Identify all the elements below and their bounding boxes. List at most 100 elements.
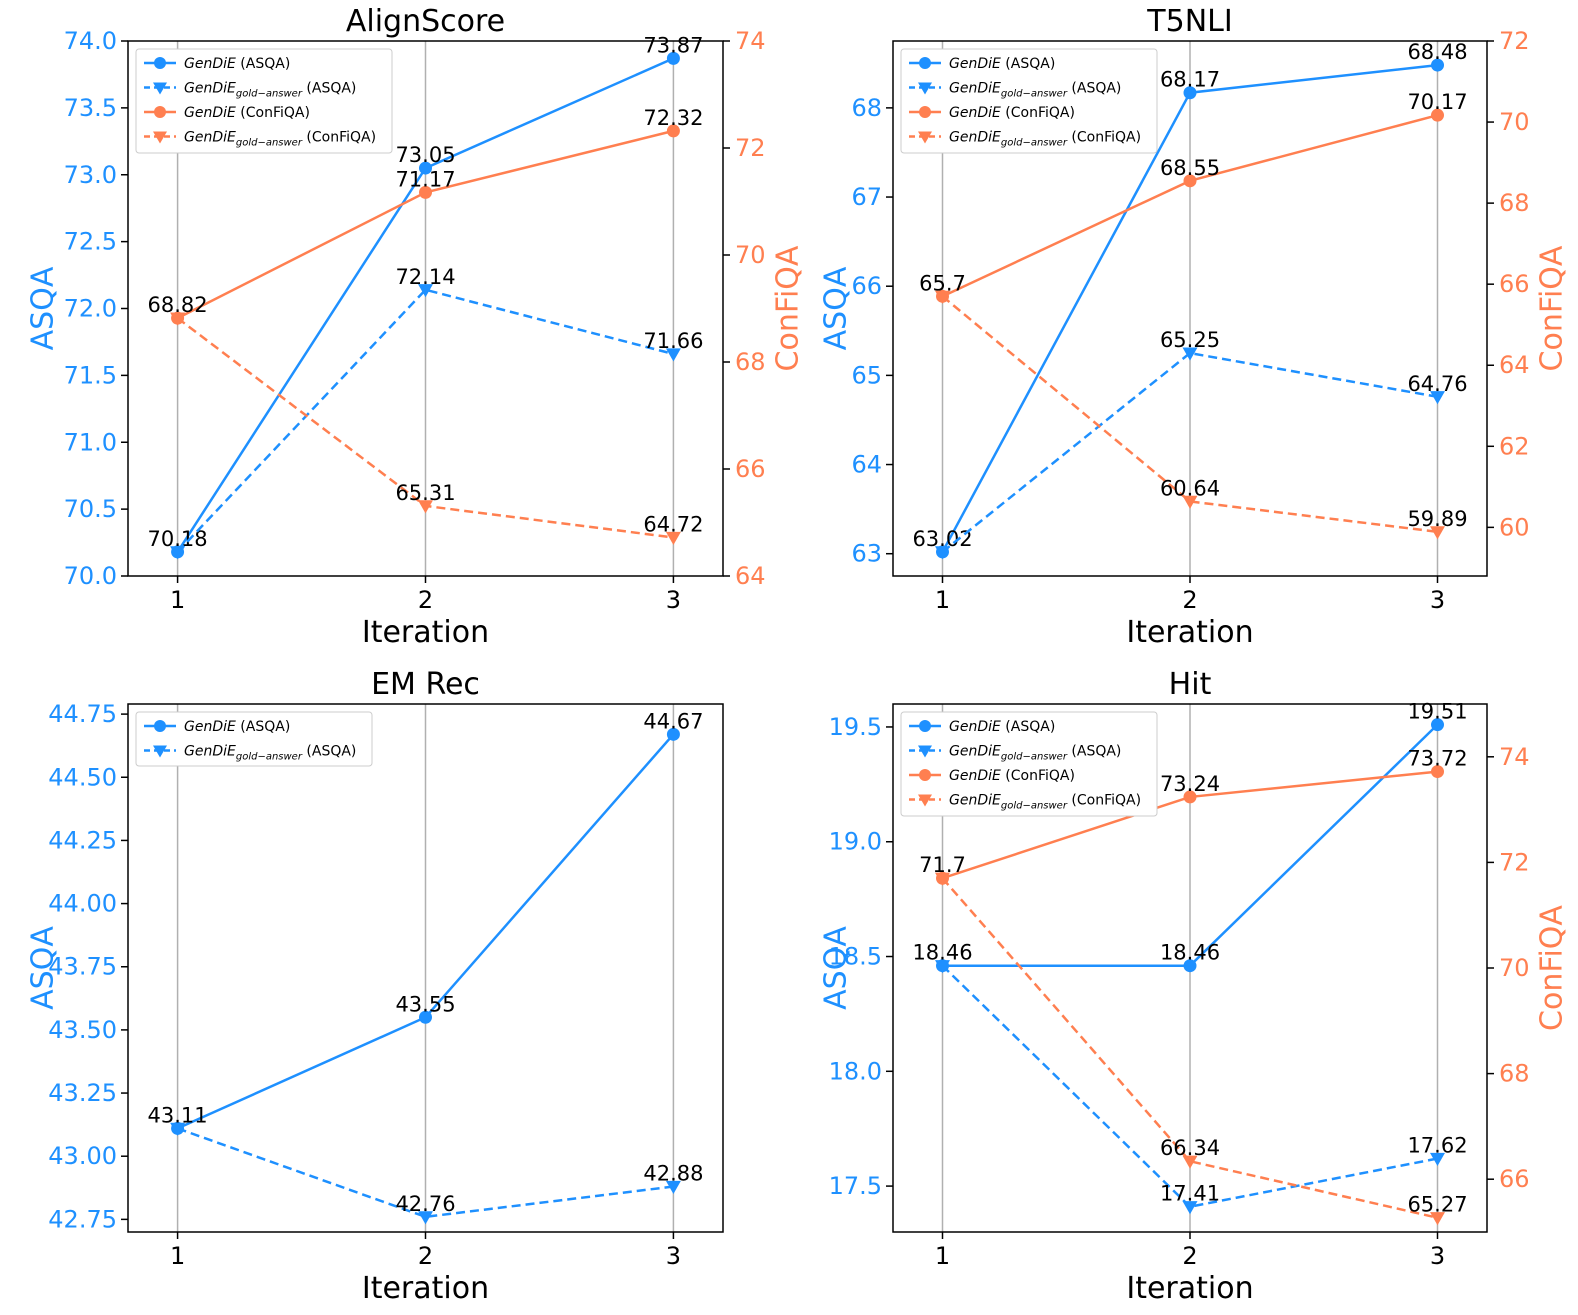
data-point (1182, 1201, 1198, 1215)
legend-item: GenDiEgold−answer (ConFiQA) (144, 130, 376, 149)
data-point (1182, 1155, 1198, 1169)
data-label: 73.72 (1407, 747, 1467, 771)
y2-tick-label: 70 (1499, 108, 1530, 136)
data-label: 59.89 (1407, 507, 1467, 531)
series-1: 65.25 64.76 (935, 328, 1468, 560)
y2-axis-label: ConFiQA (1535, 245, 1570, 371)
legend-label: GenDiE (ConFiQA) (949, 768, 1075, 784)
y-tick-label: 42.75 (48, 1205, 117, 1233)
legend-label: GenDiE (ConFiQA) (949, 105, 1075, 121)
y-tick-label: 44.00 (48, 890, 117, 918)
data-label: 18.46 (1160, 941, 1220, 965)
legend-marker (918, 745, 932, 758)
data-label: 43.55 (395, 992, 455, 1016)
legend-item: GenDiE (ConFiQA) (144, 105, 310, 121)
data-label: 60.64 (1160, 476, 1220, 500)
legend-marker (153, 745, 167, 758)
series-line (941, 351, 1438, 553)
legend-label: GenDiEgold−answer (ASQA) (949, 744, 1121, 763)
data-point (1431, 108, 1444, 122)
data-label: 68.55 (1160, 156, 1220, 180)
chart-panel-3: Hit 1 2 3 Iteration 17.5 18.0 18.5 19.0 19.5 ASQA 6… (819, 667, 1570, 1306)
x-tick-label: 3 (1430, 1242, 1445, 1270)
data-point (1430, 1152, 1445, 1167)
x-axis-label: Iteration (362, 1271, 489, 1306)
y-tick-label: 44.75 (48, 700, 117, 728)
y-tick-label: 44.25 (48, 826, 117, 854)
data-point (666, 727, 680, 741)
series-line (177, 1127, 674, 1219)
legend: GenDiE (ASQA) GenDiEgold−answer (ASQA) (135, 711, 373, 767)
chart-title: Hit (1169, 667, 1212, 702)
legend-item: GenDiE (ASQA) (909, 719, 1055, 735)
data-point (935, 290, 950, 304)
data-point (418, 500, 433, 514)
data-label: 64.72 (643, 512, 703, 536)
y2-tick-label: 72 (1499, 27, 1530, 55)
y-tick-label: 43.25 (48, 1079, 117, 1107)
y-axis-label: ASQA (26, 926, 61, 1010)
y-tick-label: 63 (851, 540, 882, 568)
y-tick-label: 17.5 (829, 1172, 882, 1200)
legend-label: GenDiEgold−answer (ASQA) (949, 81, 1121, 100)
y-axis-label: ASQA (819, 266, 854, 350)
series-3: 65.31 64.72 (170, 312, 703, 545)
legend: GenDiE (ASQA) GenDiEgold−answer (ASQA) Gen… (135, 48, 393, 154)
y2-axis-label: ConFiQA (1535, 905, 1570, 1031)
data-label: 68.17 (1160, 68, 1220, 92)
legend-label: GenDiE (ASQA) (184, 56, 290, 72)
data-label: 73.24 (1160, 772, 1220, 796)
data-label: 17.41 (1160, 1182, 1220, 1206)
legend-label: GenDiE (ConFiQA) (184, 105, 310, 121)
data-label: 68.48 (1407, 40, 1467, 64)
y-tick-label: 43.75 (48, 953, 117, 981)
data-point (170, 1122, 186, 1136)
legend: GenDiE (ASQA) GenDiEgold−answer (ASQA) Gen… (900, 48, 1158, 154)
series-3: 66.34 65.27 (935, 872, 1468, 1226)
data-point (1430, 526, 1445, 540)
data-point (1183, 790, 1197, 804)
legend-item: GenDiE (ASQA) (144, 56, 290, 72)
data-label: 19.51 (1407, 700, 1467, 724)
legend-label: GenDiEgold−answer (ASQA) (184, 81, 356, 100)
legend-label: GenDiE (ASQA) (184, 719, 290, 735)
y-tick-label: 64 (851, 451, 882, 479)
y-tick-label: 72.5 (64, 228, 117, 256)
data-point (935, 960, 950, 974)
y-tick-label: 43.50 (48, 1016, 117, 1044)
data-point (1430, 391, 1445, 405)
legend-label: GenDiE (ASQA) (949, 56, 1055, 72)
chart-title: EM Rec (371, 667, 480, 702)
legend: GenDiE (ASQA) GenDiEgold−answer (ASQA) Gen… (900, 711, 1158, 817)
data-label: 44.67 (643, 709, 703, 733)
series-line (176, 288, 674, 553)
y-axis-label: ASQA (26, 266, 61, 350)
data-label: 42.76 (395, 1192, 455, 1216)
legend-item: GenDiEgold−answer (ConFiQA) (909, 130, 1141, 149)
data-point (1430, 1212, 1445, 1226)
data-point (1183, 174, 1197, 188)
y2-tick-label: 74 (735, 27, 766, 55)
data-point (935, 546, 950, 560)
y-tick-label: 19.5 (829, 713, 882, 741)
y2-tick-label: 66 (735, 455, 766, 483)
y-tick-label: 44.50 (48, 763, 117, 791)
data-label: 71.17 (395, 167, 455, 191)
data-label: 17.62 (1407, 1134, 1467, 1158)
chart-panel-2: EM Rec 1 2 3 Iteration 42.75 43.00 43.25 43.50 43… (26, 667, 724, 1306)
data-point (418, 1211, 433, 1225)
series-3: 60.64 59.89 (935, 290, 1468, 540)
y-tick-label: 65 (851, 361, 882, 389)
y-tick-label: 18.0 (829, 1057, 882, 1085)
y2-tick-label: 68 (1499, 189, 1530, 217)
legend-box (135, 711, 373, 767)
data-label: 70.17 (1407, 90, 1467, 114)
y-tick-label: 74.0 (64, 27, 117, 55)
data-label: 65.27 (1407, 1193, 1467, 1217)
data-label: 72.14 (395, 265, 455, 289)
x-tick-label: 1 (170, 586, 185, 614)
data-point (1183, 86, 1197, 100)
